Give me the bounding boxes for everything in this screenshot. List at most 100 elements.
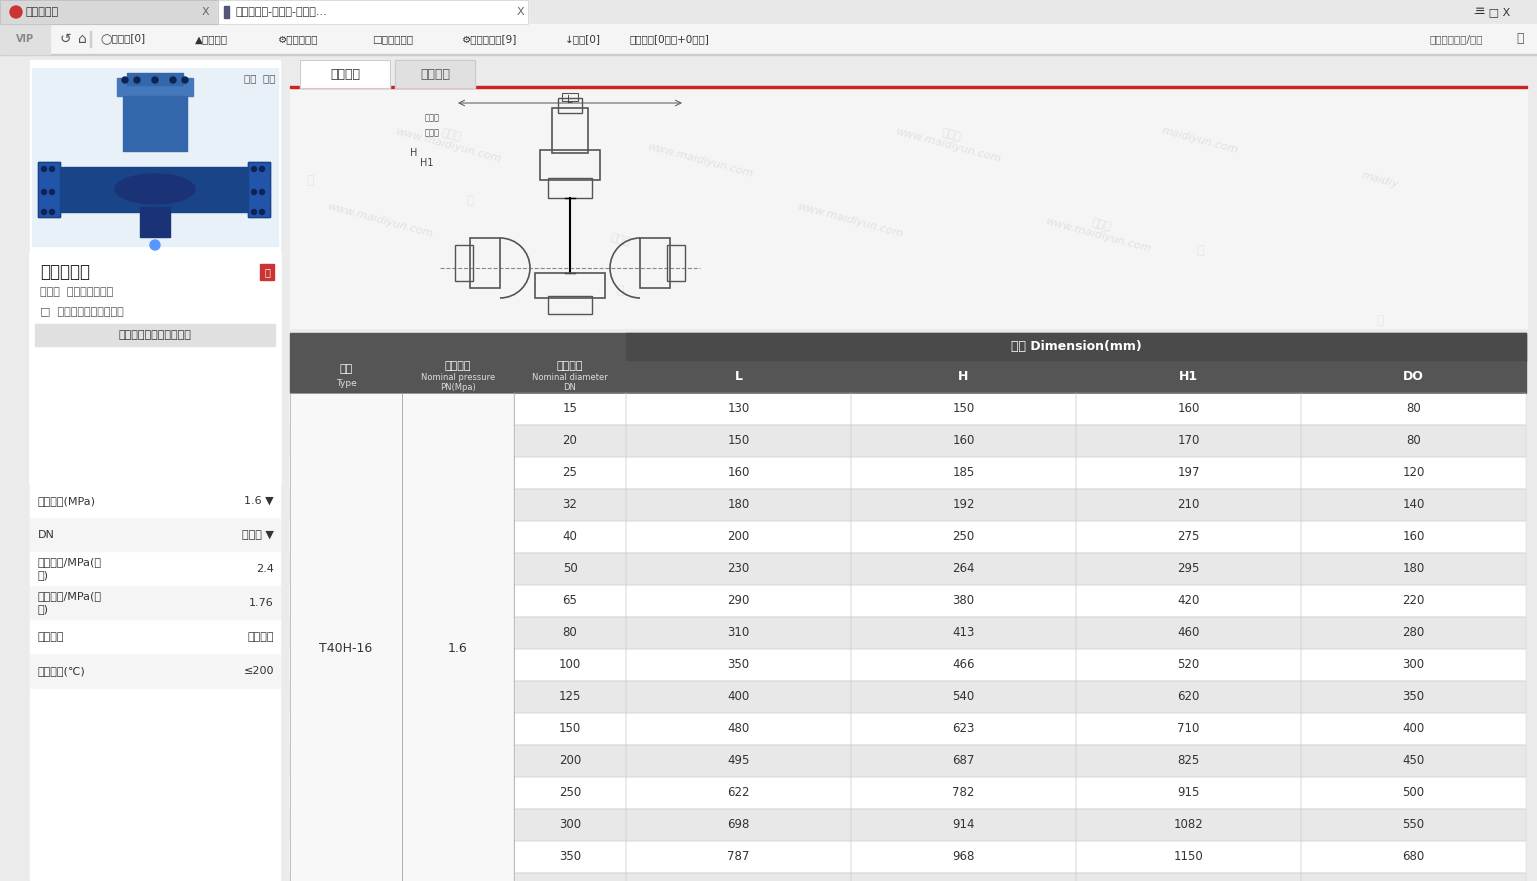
Text: 迈迪网: 迈迪网 xyxy=(939,463,961,478)
Text: 🗑: 🗑 xyxy=(264,267,271,277)
Text: — □ X: — □ X xyxy=(1474,7,1509,17)
Bar xyxy=(513,521,626,553)
Text: 230: 230 xyxy=(727,562,750,575)
Text: T40H-16: T40H-16 xyxy=(320,642,372,655)
Bar xyxy=(626,777,851,809)
Bar xyxy=(513,489,626,521)
Circle shape xyxy=(260,189,264,195)
Text: Ⓡ: Ⓡ xyxy=(1196,243,1203,256)
Bar xyxy=(403,393,513,881)
Text: 1150: 1150 xyxy=(1174,850,1203,863)
Bar xyxy=(1300,649,1526,681)
Text: DO: DO xyxy=(1403,371,1423,383)
Text: 782: 782 xyxy=(953,787,974,799)
Bar xyxy=(455,245,473,281)
Bar xyxy=(290,713,403,745)
Bar xyxy=(851,489,1076,521)
Bar xyxy=(626,361,851,393)
Bar xyxy=(290,393,403,881)
Bar xyxy=(1076,553,1300,585)
Text: Ⓡ: Ⓡ xyxy=(466,493,473,507)
Bar xyxy=(539,150,599,180)
Bar xyxy=(31,654,280,688)
Bar xyxy=(290,361,403,393)
Text: 收藏  分享: 收藏 分享 xyxy=(243,73,275,83)
Text: 请选择完参数后下载模型: 请选择完参数后下载模型 xyxy=(118,330,192,340)
Bar xyxy=(290,553,1526,585)
Bar xyxy=(395,60,475,88)
Bar xyxy=(1076,521,1300,553)
Text: 623: 623 xyxy=(953,722,974,736)
Text: 公称通径: 公称通径 xyxy=(556,361,583,371)
Bar xyxy=(851,713,1076,745)
Bar xyxy=(667,245,686,281)
Bar xyxy=(0,0,1537,24)
Text: 350: 350 xyxy=(727,658,750,671)
Text: □外购件模型: □外购件模型 xyxy=(372,34,413,44)
Bar xyxy=(403,489,513,521)
Bar xyxy=(1300,393,1526,425)
Bar xyxy=(290,777,1526,809)
Bar xyxy=(290,489,403,521)
Bar xyxy=(290,60,1526,88)
Text: 迈迪网
www.maidiyun.com: 迈迪网 www.maidiyun.com xyxy=(74,125,186,174)
Bar xyxy=(0,0,218,24)
Text: 迈迪网
www.maidiyun.com: 迈迪网 www.maidiyun.com xyxy=(895,115,1005,165)
Bar xyxy=(403,617,513,649)
Text: 100: 100 xyxy=(559,658,581,671)
Text: 80: 80 xyxy=(1406,434,1420,448)
Bar xyxy=(1300,425,1526,457)
Text: 封): 封) xyxy=(38,604,49,614)
Bar xyxy=(851,681,1076,713)
Bar xyxy=(513,713,626,745)
Text: Nominal pressure: Nominal pressure xyxy=(421,374,495,382)
Text: 迈迪网
www.maidiyun.com: 迈迪网 www.maidiyun.com xyxy=(74,355,186,404)
Text: ≡: ≡ xyxy=(1474,5,1485,19)
Circle shape xyxy=(41,189,46,195)
Text: 型号：  请根据参数选型: 型号： 请根据参数选型 xyxy=(40,287,114,297)
Bar xyxy=(626,425,851,457)
Bar xyxy=(513,617,626,649)
Bar xyxy=(290,617,403,649)
Text: 1.6: 1.6 xyxy=(449,642,467,655)
Text: 350: 350 xyxy=(1402,691,1425,704)
Bar xyxy=(290,86,1526,88)
Text: 1.76: 1.76 xyxy=(249,598,274,608)
Bar xyxy=(403,745,513,777)
Text: maidiy: maidiy xyxy=(1360,170,1400,189)
Bar xyxy=(290,649,1526,681)
Bar xyxy=(851,841,1076,873)
Bar xyxy=(1076,777,1300,809)
Bar xyxy=(1076,745,1300,777)
Circle shape xyxy=(41,167,46,172)
Circle shape xyxy=(151,240,160,250)
Text: 500: 500 xyxy=(1402,787,1425,799)
Bar xyxy=(1076,585,1300,617)
Text: Ⓡ: Ⓡ xyxy=(126,643,134,656)
Bar xyxy=(290,425,1526,457)
Circle shape xyxy=(49,210,54,214)
Bar xyxy=(1076,873,1300,881)
Bar xyxy=(247,162,271,217)
Text: Ⓡ: Ⓡ xyxy=(916,374,924,387)
Bar xyxy=(403,521,513,553)
Circle shape xyxy=(152,77,158,83)
Bar xyxy=(639,238,670,288)
Bar xyxy=(552,108,589,153)
Bar xyxy=(290,809,1526,841)
Text: 1.6 ▼: 1.6 ▼ xyxy=(244,496,274,506)
Bar xyxy=(290,745,1526,777)
Text: ◯新消息[0]: ◯新消息[0] xyxy=(100,33,144,44)
Text: 迈迪网: 迈迪网 xyxy=(118,672,141,687)
Bar xyxy=(290,809,403,841)
Bar xyxy=(626,649,851,681)
Text: VIP: VIP xyxy=(15,34,34,44)
Bar xyxy=(626,745,851,777)
Bar xyxy=(290,457,1526,489)
Bar xyxy=(1300,841,1526,873)
Bar xyxy=(626,809,851,841)
Text: 80: 80 xyxy=(1406,403,1420,416)
Text: ⚙标准件模型: ⚙标准件模型 xyxy=(278,34,318,44)
Bar xyxy=(290,713,1526,745)
Text: 公称压力: 公称压力 xyxy=(444,361,472,371)
